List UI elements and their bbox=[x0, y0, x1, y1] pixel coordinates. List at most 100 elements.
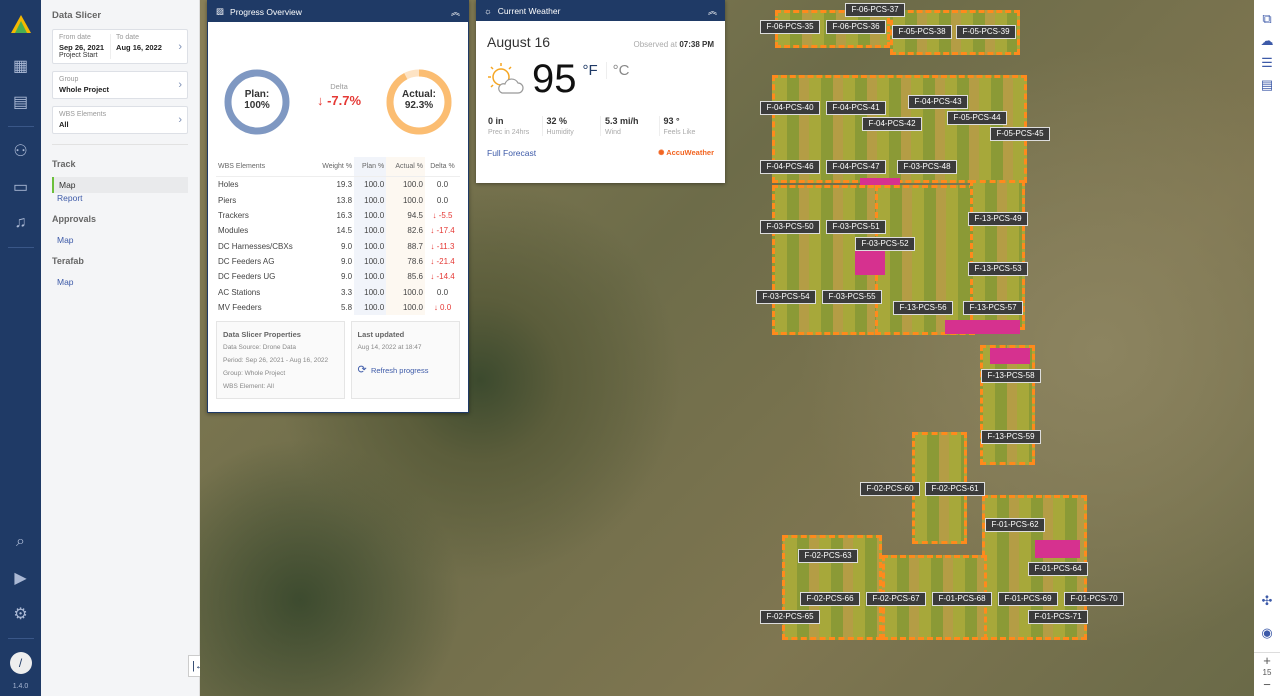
date-range-selector[interactable]: From date Sep 26, 2021 Project Start To da… bbox=[52, 29, 188, 64]
approvals-map-link[interactable]: Map bbox=[57, 235, 74, 245]
stat-label: Wind bbox=[605, 129, 621, 136]
pcs-label[interactable]: F-13-PCS-53 bbox=[968, 262, 1028, 276]
from-date-value: Sep 26, 2021 bbox=[59, 43, 105, 52]
pcs-label[interactable]: F-01-PCS-71 bbox=[1028, 610, 1088, 624]
hierarchy-icon[interactable]: ⚇ bbox=[13, 143, 28, 160]
delta-value: -14.4 bbox=[436, 272, 455, 282]
progress-overview-panel: ▨ Progress Overview ︽ Plan: 100% Actual: 92.… bbox=[207, 0, 469, 413]
pcs-label[interactable]: F-04-PCS-46 bbox=[760, 160, 820, 174]
pcs-label[interactable]: F-03-PCS-50 bbox=[760, 220, 820, 234]
divider bbox=[7, 126, 34, 127]
pcs-label[interactable]: F-13-PCS-49 bbox=[968, 212, 1028, 226]
pcs-label[interactable]: F-01-PCS-62 bbox=[985, 518, 1045, 532]
terrain-icon[interactable]: ☁ bbox=[1260, 33, 1274, 48]
table-cell: DC Feeders AG bbox=[218, 257, 275, 267]
last-updated-box: Last updated Aug 14, 2022 at 18:47 ⟳ Ref… bbox=[350, 321, 460, 400]
table-cell: 78.6 bbox=[386, 253, 425, 270]
main-nav: ▦ ▤ ⚇ ▭ ♫ ⌕ ▶ ⚙ / 1.4.0 bbox=[0, 0, 41, 696]
dashboard-icon[interactable]: ▦ bbox=[12, 58, 29, 75]
pcs-label[interactable]: F-02-PCS-61 bbox=[925, 482, 985, 496]
col-header: WBS Elements bbox=[216, 157, 313, 177]
pcs-label[interactable]: F-04-PCS-42 bbox=[862, 117, 922, 131]
table-cell: 94.5 bbox=[386, 207, 425, 224]
wbs-selector[interactable]: WBS Elements All › bbox=[52, 106, 188, 134]
drone-icon[interactable]: ✣ bbox=[1261, 593, 1273, 608]
pcs-label[interactable]: F-03-PCS-54 bbox=[756, 290, 816, 304]
collapse-icon[interactable]: ︽ bbox=[450, 7, 460, 17]
table-cell: 88.7 bbox=[386, 238, 425, 254]
arrow-down-icon: ↓ bbox=[433, 303, 441, 313]
track-report-link[interactable]: Report bbox=[57, 193, 83, 203]
col-header: Delta % bbox=[424, 157, 460, 177]
refresh-progress-button[interactable]: ⟳ Refresh progress bbox=[358, 364, 453, 377]
group-selector[interactable]: Group Whole Project › bbox=[52, 71, 188, 99]
pcs-label[interactable]: F-06-PCS-36 bbox=[826, 20, 886, 34]
logo-icon[interactable] bbox=[0, 0, 41, 48]
layers-icon[interactable]: ⧉ bbox=[1262, 11, 1272, 26]
list-icon[interactable]: ☰ bbox=[1261, 55, 1273, 70]
track-map-link[interactable]: Map bbox=[52, 177, 188, 193]
bell-icon[interactable]: ♫ bbox=[14, 214, 27, 231]
delta-value: -5.5 bbox=[438, 210, 453, 220]
terafab-map-link[interactable]: Map bbox=[57, 277, 74, 287]
pcs-label[interactable]: F-05-PCS-39 bbox=[956, 25, 1016, 39]
unit-fahrenheit-toggle[interactable]: °F bbox=[582, 61, 598, 79]
pcs-label[interactable]: F-04-PCS-41 bbox=[826, 101, 886, 115]
pcs-label[interactable]: F-05-PCS-44 bbox=[947, 111, 1007, 125]
table-cell: 100.0 bbox=[354, 238, 387, 254]
user-avatar-icon[interactable]: / bbox=[0, 645, 41, 681]
pcs-label[interactable]: F-02-PCS-67 bbox=[866, 592, 926, 606]
search-icon[interactable]: ⌕ bbox=[16, 533, 25, 550]
pcs-label[interactable]: F-02-PCS-60 bbox=[860, 482, 920, 496]
from-date-label: From date bbox=[59, 34, 91, 41]
provider-logo[interactable]: AccuWeather bbox=[666, 148, 714, 157]
pcs-label[interactable]: F-04-PCS-43 bbox=[908, 95, 968, 109]
pcs-label[interactable]: F-06-PCS-35 bbox=[760, 20, 820, 34]
video-icon[interactable]: ▶ bbox=[14, 570, 27, 587]
zoom-level: 15 bbox=[1262, 668, 1272, 677]
temperature-value: 95 bbox=[532, 56, 577, 101]
pcs-label[interactable]: F-13-PCS-57 bbox=[963, 301, 1023, 315]
pcs-label[interactable]: F-03-PCS-51 bbox=[826, 220, 886, 234]
pcs-label[interactable]: F-13-PCS-58 bbox=[981, 369, 1041, 383]
locate-icon[interactable]: ◉ bbox=[1261, 625, 1273, 640]
stat-value: 32 % bbox=[546, 116, 568, 126]
pcs-label[interactable]: F-02-PCS-66 bbox=[800, 592, 860, 606]
map-icon[interactable]: ▤ bbox=[12, 94, 29, 111]
pcs-label[interactable]: F-01-PCS-64 bbox=[1028, 562, 1088, 576]
pcs-label[interactable]: F-04-PCS-47 bbox=[826, 160, 886, 174]
pcs-label[interactable]: F-03-PCS-52 bbox=[855, 237, 915, 251]
arrow-down-icon: ↓ bbox=[430, 272, 437, 282]
pcs-label[interactable]: F-13-PCS-59 bbox=[981, 430, 1041, 444]
full-forecast-link[interactable]: Full Forecast bbox=[487, 148, 537, 158]
to-date-label: To date bbox=[116, 34, 140, 41]
satellite-map[interactable]: F-06-PCS-35 F-06-PCS-36 F-06-PCS-37 F-05-PC… bbox=[200, 0, 1254, 696]
unit-celsius-toggle[interactable]: °C bbox=[605, 61, 630, 79]
pcs-label[interactable]: F-04-PCS-40 bbox=[760, 101, 820, 115]
pcs-label[interactable]: F-02-PCS-63 bbox=[798, 549, 858, 563]
pcs-label[interactable]: F-03-PCS-55 bbox=[822, 290, 882, 304]
table-cell: 100.0 bbox=[354, 284, 387, 300]
table-cell: 9.0 bbox=[340, 272, 353, 282]
chat-icon[interactable]: ▭ bbox=[12, 179, 29, 196]
pcs-label[interactable]: F-06-PCS-37 bbox=[845, 3, 905, 17]
weather-header: ☼ Current Weather ︽ bbox=[476, 0, 725, 21]
table-cell: DC Feeders UG bbox=[218, 272, 276, 282]
zoom-in-button[interactable]: + bbox=[1254, 652, 1280, 668]
zoom-out-button[interactable]: − bbox=[1263, 677, 1271, 692]
stat-label: Feels Like bbox=[663, 129, 696, 136]
gear-icon[interactable]: ⚙ bbox=[13, 606, 28, 623]
collapse-icon[interactable]: ︽ bbox=[707, 6, 717, 16]
pcs-label[interactable]: F-05-PCS-45 bbox=[990, 127, 1050, 141]
pcs-label[interactable]: F-13-PCS-56 bbox=[893, 301, 953, 315]
selection-list-icon[interactable]: ▤ bbox=[1260, 77, 1274, 92]
pcs-label[interactable]: F-01-PCS-69 bbox=[998, 592, 1058, 606]
from-date-note: Project Start bbox=[59, 52, 98, 59]
pcs-label[interactable]: F-01-PCS-68 bbox=[932, 592, 992, 606]
table-cell: 100.0 bbox=[386, 284, 425, 300]
pcs-label[interactable]: F-05-PCS-38 bbox=[892, 25, 952, 39]
pcs-label[interactable]: F-03-PCS-48 bbox=[897, 160, 957, 174]
pcs-label[interactable]: F-02-PCS-65 bbox=[760, 610, 820, 624]
pcs-label[interactable]: F-01-PCS-70 bbox=[1064, 592, 1124, 606]
wbs-value: All bbox=[59, 120, 69, 129]
